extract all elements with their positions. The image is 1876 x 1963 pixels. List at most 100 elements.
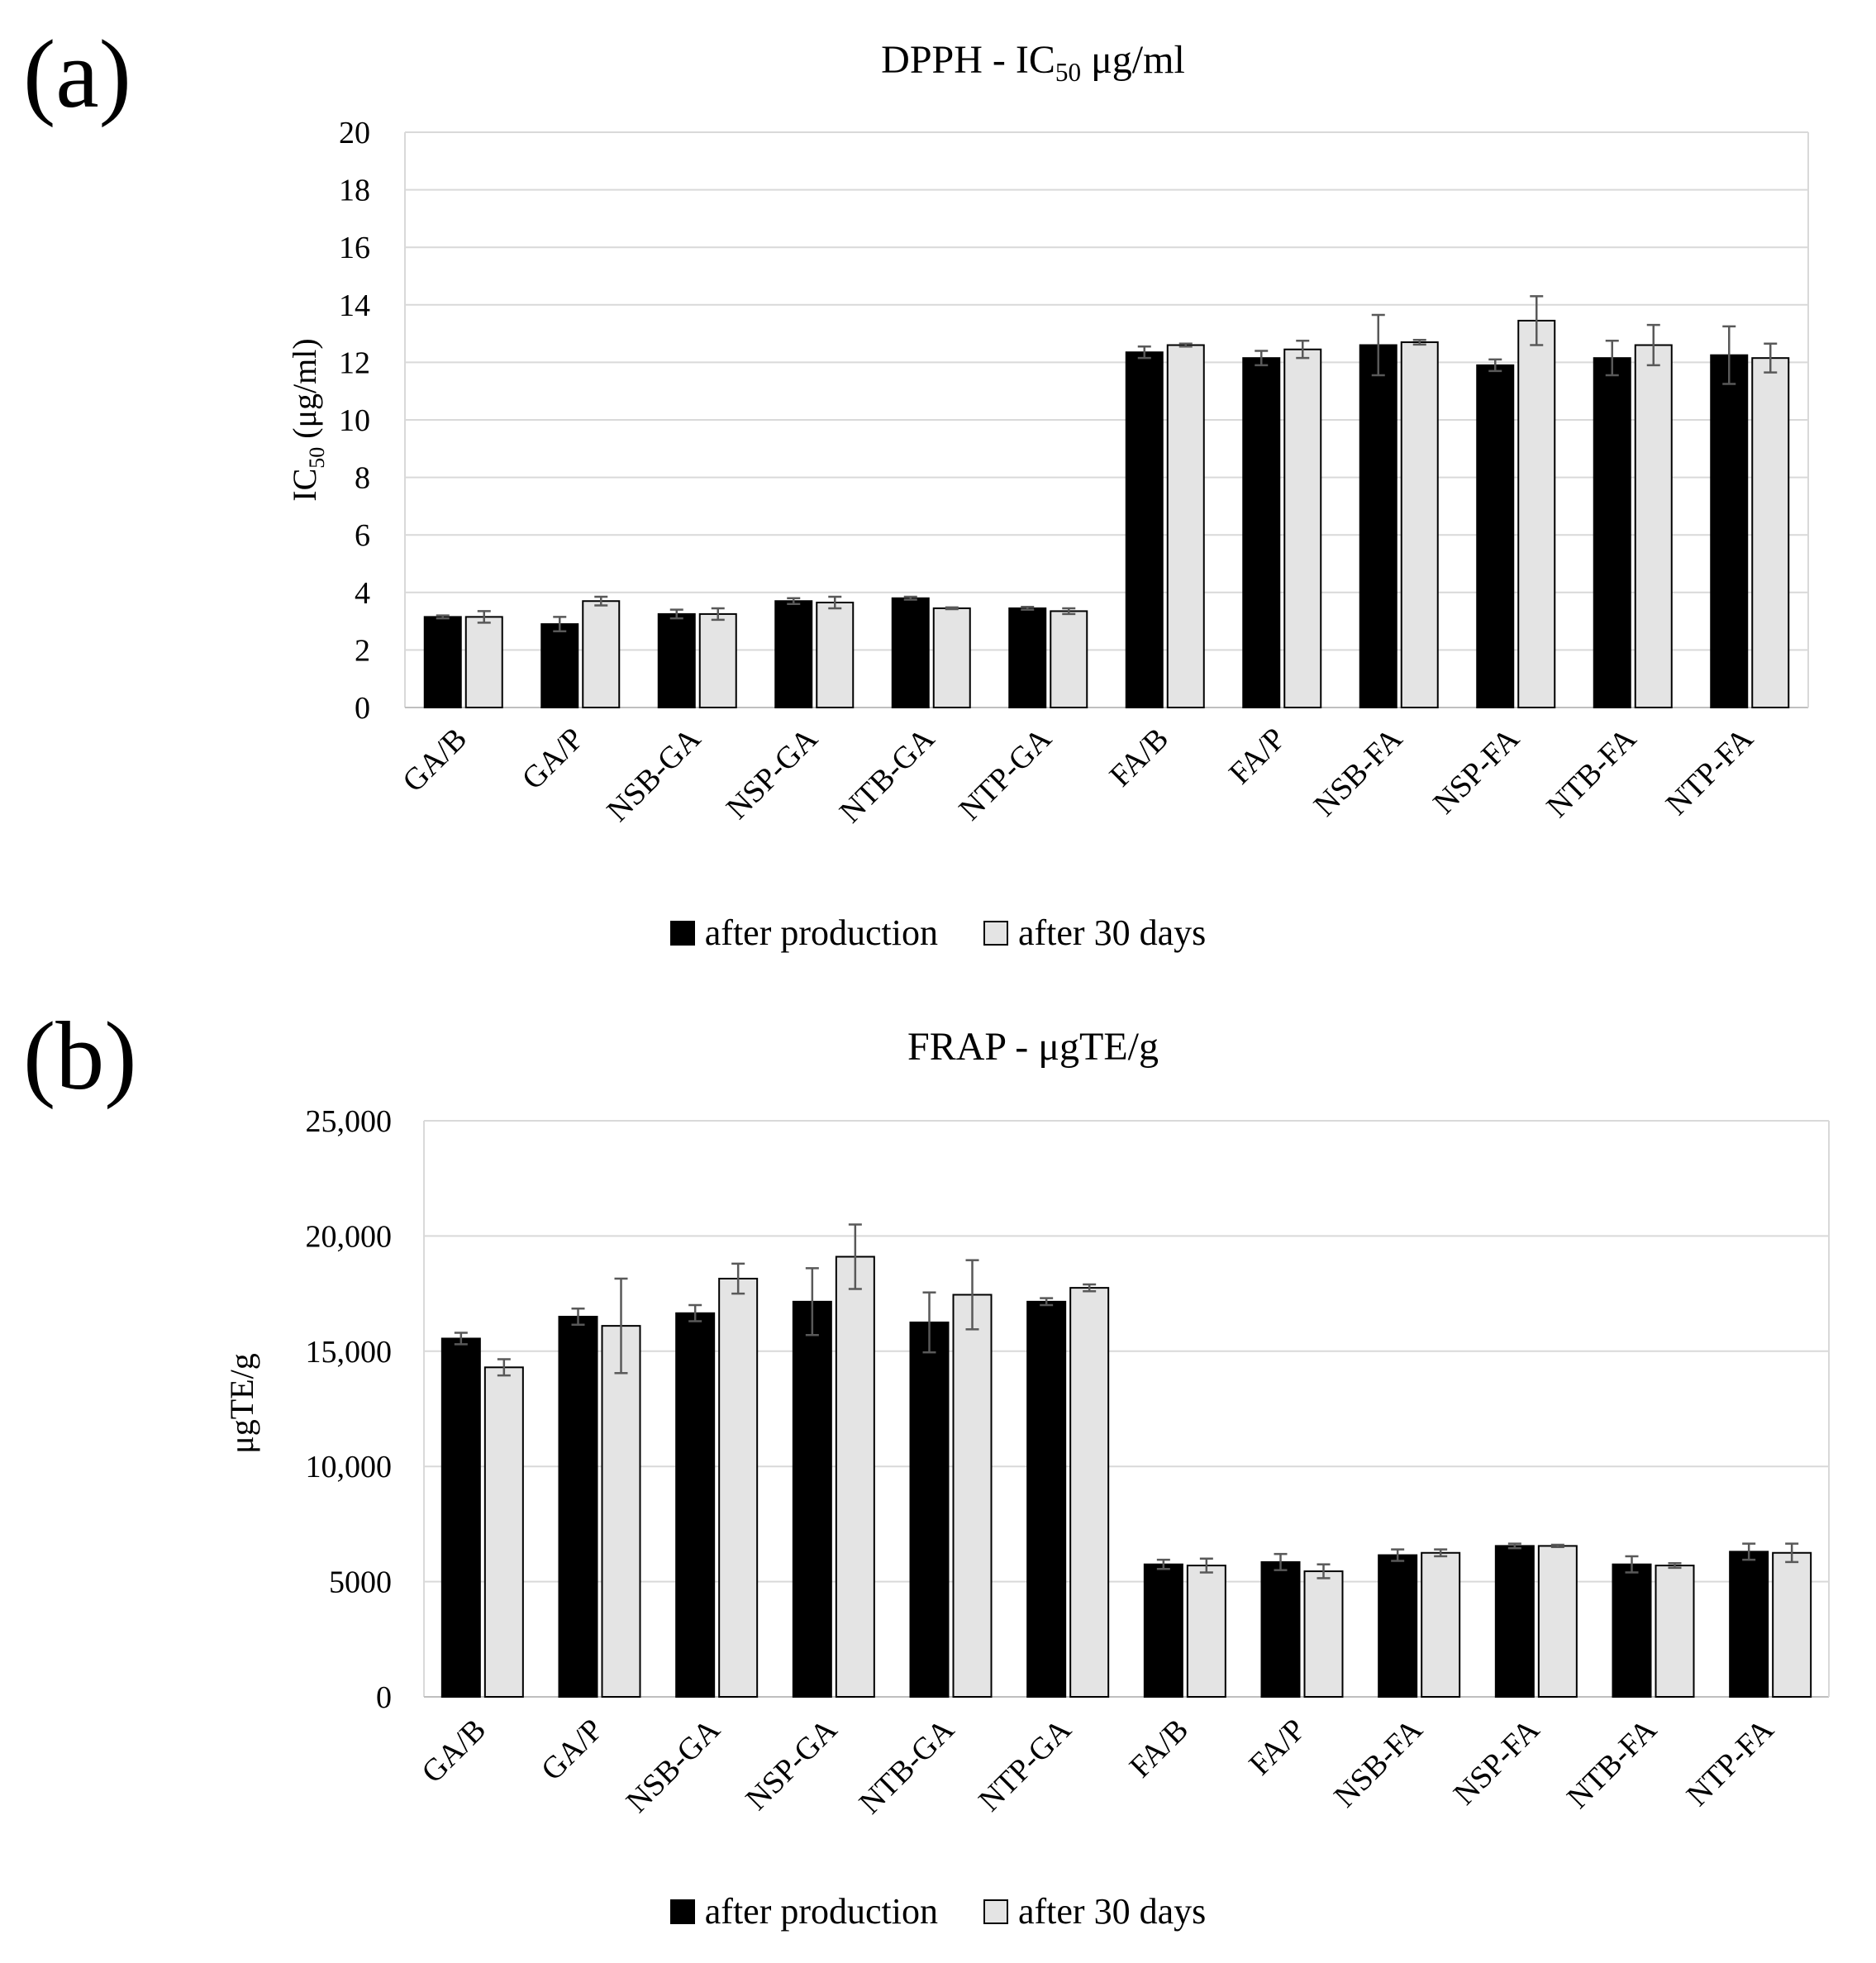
dpph-bar-after-production-ntb-fa	[1593, 357, 1631, 708]
dpph-category-label: NTP-GA	[952, 721, 1059, 827]
legend-label-after-30-days: after 30 days	[1017, 1891, 1207, 1932]
legend-label-after-production: after production	[704, 912, 938, 953]
dpph-bar-after-production-ntb-ga	[891, 597, 930, 709]
dpph-bar-after-production-ga-p	[540, 623, 579, 709]
dpph-ytick-label: 16	[339, 231, 370, 265]
dpph-category-label: GA/B	[396, 722, 474, 799]
dpph-category-label: NSP-FA	[1426, 721, 1526, 821]
frap-bar-after-30-days-fa-b	[1186, 1565, 1226, 1698]
frap-bar-after-30-days-ntp-fa	[1772, 1551, 1812, 1698]
dpph-category-label: NTB-FA	[1540, 721, 1643, 824]
dpph-ytick-label: 2	[355, 633, 370, 668]
dpph-bar-after-production-nsb-fa	[1359, 344, 1397, 708]
panel-a-label: (a)	[23, 20, 131, 128]
dpph-ytick-label: 18	[339, 174, 370, 208]
frap-bar-after-30-days-nsp-fa	[1537, 1545, 1578, 1698]
frap-bar-after-30-days-ntb-fa	[1655, 1565, 1695, 1698]
legend-item-after-30-days: after 30 days	[983, 1890, 1206, 1932]
frap-ytick-label: 15,000	[306, 1335, 393, 1370]
frap-bar-after-production-ntb-ga	[909, 1321, 950, 1698]
legend-label-after-30-days: after 30 days	[1017, 912, 1207, 953]
frap-category-label: NSB-FA	[1327, 1712, 1430, 1814]
frap-ytick-label: 0	[376, 1680, 392, 1715]
legend-item-after-30-days: after 30 days	[983, 912, 1206, 954]
dpph-bar-after-production-ntp-fa	[1710, 354, 1749, 708]
dpph-bar-after-30-days-nsb-fa	[1400, 341, 1439, 708]
dpph-category-label: NSB-GA	[600, 721, 707, 828]
dpph-ytick-label: 14	[339, 288, 370, 323]
dpph-ytick-label: 12	[339, 345, 370, 380]
dpph-bar-after-30-days-ntp-ga	[1050, 610, 1088, 708]
legend-swatch-after-30-days	[983, 1899, 1008, 1924]
dpph-bar-after-30-days-ga-p	[582, 600, 621, 708]
frap-ytick-label: 5000	[329, 1565, 392, 1600]
frap-ytick-label: 25,000	[306, 1104, 393, 1139]
dpph-bar-after-30-days-ntb-fa	[1634, 344, 1673, 708]
dpph-legend: after production after 30 days	[0, 912, 1876, 955]
dpph-bar-after-30-days-nsp-fa	[1517, 319, 1556, 708]
frap-bar-after-30-days-ntb-ga	[952, 1294, 993, 1698]
frap-bar-after-30-days-fa-p	[1303, 1570, 1344, 1699]
frap-bar-after-production-nsp-ga	[792, 1300, 832, 1698]
frap-bar-after-production-nsb-fa	[1378, 1554, 1418, 1699]
panel-b-label: (b)	[23, 1002, 137, 1110]
frap-bar-after-production-nsb-ga	[675, 1312, 716, 1698]
frap-bar-after-30-days-ga-p	[601, 1325, 641, 1698]
panel-a: (a) DPPH - IC50 μg/ml 0 2 4 6 8 10 12 14 16 18 20 IC…	[0, 20, 1876, 955]
dpph-bar-after-production-fa-p	[1242, 357, 1281, 708]
legend-swatch-after-production	[669, 1899, 695, 1924]
legend-label-after-production: after production	[704, 1891, 938, 1932]
frap-bar-after-30-days-ga-b	[483, 1366, 524, 1698]
legend-item-after-production: after production	[669, 912, 938, 954]
dpph-category-label: NSB-FA	[1307, 721, 1410, 823]
frap-category-label: FA/P	[1242, 1713, 1312, 1782]
frap-category-label: NTB-FA	[1560, 1712, 1664, 1815]
dpph-ytick-label: 10	[339, 403, 370, 438]
frap-legend: after production after 30 days	[0, 1890, 1876, 1933]
dpph-ytick-label: 0	[355, 691, 370, 726]
frap-chart-title: FRAP - μgTE/g	[907, 1025, 1159, 1069]
dpph-bar-after-production-ntp-ga	[1008, 607, 1047, 708]
dpph-bar-after-30-days-nsp-ga	[816, 601, 855, 708]
legend-swatch-after-30-days	[983, 920, 1008, 946]
dpph-bar-after-30-days-ga-b	[464, 616, 503, 709]
frap-bar-after-30-days-nsb-ga	[718, 1277, 759, 1698]
dpph-ytick-label: 8	[355, 461, 370, 496]
dpph-category-label: NTB-GA	[833, 721, 942, 830]
frap-bar-after-30-days-ntp-ga	[1069, 1287, 1110, 1698]
frap-bar-after-production-ntp-ga	[1026, 1300, 1067, 1698]
frap-bar-after-production-ga-b	[440, 1337, 481, 1698]
dpph-bar-after-production-nsp-fa	[1476, 364, 1515, 708]
frap-category-label: NTP-GA	[972, 1712, 1078, 1818]
frap-category-label: GA/B	[415, 1713, 493, 1790]
dpph-bar-after-30-days-fa-p	[1283, 348, 1322, 708]
frap-bar-after-30-days-nsp-ga	[835, 1255, 875, 1698]
frap-ytick-label: 10,000	[306, 1450, 393, 1484]
dpph-bar-after-production-fa-b	[1125, 351, 1164, 708]
frap-chart: FRAP - μgTE/g 0 5000 10,000 15,000 20,000 25,0…	[223, 1025, 1830, 1821]
frap-ytick-label: 20,000	[306, 1219, 393, 1254]
frap-bar-after-production-ntb-fa	[1612, 1563, 1652, 1698]
dpph-bar-after-30-days-fa-b	[1166, 344, 1205, 708]
frap-category-label: GA/P	[535, 1713, 610, 1788]
dpph-category-label: FA/B	[1103, 722, 1175, 793]
frap-bar-after-30-days-nsb-fa	[1421, 1551, 1461, 1698]
dpph-bar-after-production-ga-b	[423, 616, 462, 709]
frap-bar-after-production-fa-b	[1143, 1563, 1183, 1698]
frap-bar-after-production-ga-p	[558, 1315, 598, 1698]
dpph-ytick-label: 20	[339, 116, 370, 150]
frap-bar-after-production-nsp-fa	[1494, 1545, 1535, 1698]
dpph-category-label: GA/P	[516, 722, 591, 797]
dpph-bar-after-production-nsb-ga	[657, 612, 696, 709]
dpph-title-text: DPPH - IC	[881, 38, 1055, 82]
dpph-ylabel-subscript: 50	[305, 447, 329, 469]
dpph-ytick-label: 4	[355, 576, 370, 611]
frap-ylabel: μgTE/g	[223, 1353, 260, 1453]
frap-bar-after-production-fa-p	[1260, 1560, 1301, 1698]
dpph-bar-after-30-days-ntp-fa	[1751, 357, 1790, 708]
dpph-ylabel-text: IC	[286, 469, 323, 502]
dpph-chart-title: DPPH - IC50 μg/ml	[881, 38, 1185, 87]
legend-item-after-production: after production	[669, 1890, 938, 1932]
dpph-title-subscript: 50	[1055, 58, 1081, 87]
